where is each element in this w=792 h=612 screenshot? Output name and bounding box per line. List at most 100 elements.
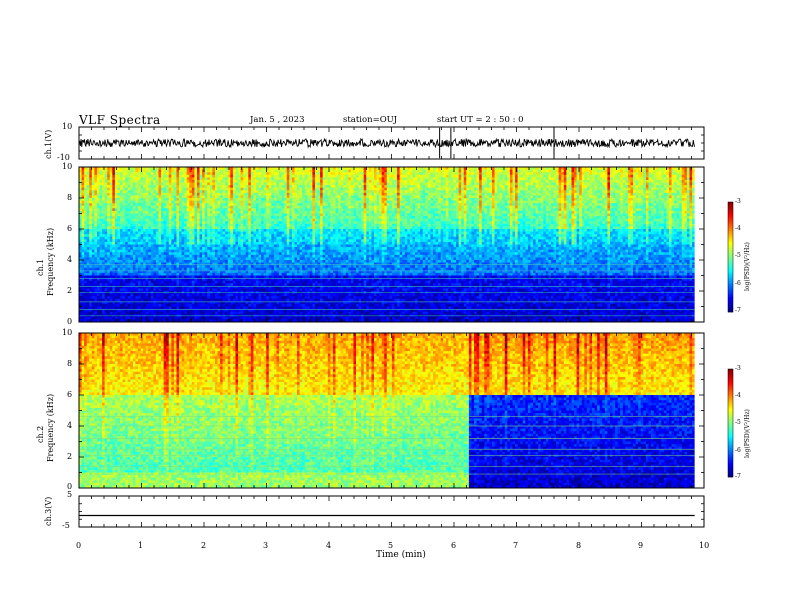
spectrogram-cell [215, 172, 218, 175]
spectrogram-cell [146, 211, 149, 214]
spectrogram-cell [94, 170, 97, 173]
spectrogram-cell [225, 283, 228, 286]
spectrogram-cell [218, 273, 221, 276]
spectrogram-cell [156, 175, 159, 178]
spectrogram-cell [159, 265, 162, 268]
spectrogram-cell [128, 188, 131, 191]
spectrogram-cell [192, 219, 195, 222]
spectrogram-cell [107, 265, 110, 268]
spectrogram-cell [235, 214, 238, 217]
spectrogram-cell [156, 234, 159, 237]
spectrogram-cell [210, 288, 213, 291]
spectrogram-cell [143, 307, 146, 310]
spectrogram-cell [100, 221, 103, 224]
spectrogram-cell [251, 263, 254, 266]
spectrogram-cell [192, 312, 195, 315]
spectrogram-cell [202, 307, 205, 310]
spectrogram-cell [189, 247, 192, 250]
spectrogram-cell [215, 219, 218, 222]
spectrogram-cell [200, 288, 203, 291]
spectrogram-cell [164, 312, 167, 315]
spectrogram-cell [82, 283, 85, 286]
spectrogram-cell [248, 190, 251, 193]
spectrogram-cell [235, 208, 238, 211]
spectrogram-cell [141, 250, 144, 253]
spectrogram-cell [248, 245, 251, 248]
spectrogram-cell [161, 172, 164, 175]
spectrogram-cell [246, 221, 249, 224]
spectrogram-cell [107, 185, 110, 188]
spectrogram-cell [200, 180, 203, 183]
spectrogram-cell [230, 175, 233, 178]
spectrogram-cell [117, 229, 120, 232]
spectrogram-cell [174, 281, 177, 284]
spectrogram-cell [212, 260, 215, 263]
spectrogram-cell [92, 190, 95, 193]
spectrogram-cell [82, 250, 85, 253]
spectrogram-cell [253, 250, 256, 253]
spectrogram-cell [92, 265, 95, 268]
spectrogram-cell [223, 263, 226, 266]
spectrogram-cell [94, 299, 97, 302]
spectrogram-cell [243, 283, 246, 286]
spectrogram-cell [218, 211, 221, 214]
spectrogram-cell [87, 226, 90, 229]
spectrogram-cell [135, 185, 138, 188]
spectrogram-cell [112, 245, 115, 248]
spectrogram-cell [125, 252, 128, 255]
spectrogram-cell [153, 229, 156, 232]
spectrogram-cell [253, 201, 256, 204]
spectrogram-cell [235, 281, 238, 284]
spectrogram-cell [171, 304, 174, 307]
spectrogram-cell [207, 195, 210, 198]
spectrogram-cell [138, 208, 141, 211]
spectrogram-cell [202, 273, 205, 276]
spectrogram-cell [194, 288, 197, 291]
spectrogram-cell [248, 216, 251, 219]
spectrogram-cell [220, 247, 223, 250]
spectrogram-cell [115, 288, 118, 291]
spectrogram-cell [259, 175, 262, 178]
spectrogram-cell [228, 183, 231, 186]
spectrogram-cell [251, 208, 254, 211]
spectrogram-cell [220, 296, 223, 299]
spectrogram-cell [123, 180, 126, 183]
spectrogram-cell [161, 276, 164, 279]
spectrogram-cell [207, 180, 210, 183]
spectrogram-cell [123, 172, 126, 175]
spectrogram-cell [133, 221, 136, 224]
spectrogram-cell [87, 255, 90, 258]
spectrogram-cell [230, 216, 233, 219]
spectrogram-cell [218, 177, 221, 180]
spectrogram-cell [253, 211, 256, 214]
spectrogram-cell [174, 250, 177, 253]
spectrogram-cell [210, 198, 213, 201]
spectrogram-cell [107, 245, 110, 248]
spectrogram-cell [166, 304, 169, 307]
spectrogram-cell [87, 276, 90, 279]
spectrogram-cell [84, 175, 87, 178]
spectrogram-cell [100, 281, 103, 284]
spectrogram-cell [182, 180, 185, 183]
spectrogram-cell [179, 247, 182, 250]
spectrogram-cell [161, 250, 164, 253]
spectrogram-cell [205, 203, 208, 206]
spectrogram-cell [174, 288, 177, 291]
spectrogram-cell [259, 252, 262, 255]
spectrogram-cell [179, 172, 182, 175]
spectrogram-cell [92, 193, 95, 196]
spectrogram-cell [92, 195, 95, 198]
spectrogram-cell [194, 273, 197, 276]
spectrogram-cell [218, 239, 221, 242]
spectrogram-cell [82, 214, 85, 217]
spectrogram-cell [153, 239, 156, 242]
spectrogram-cell [115, 177, 118, 180]
spectrogram-cell [151, 195, 154, 198]
spectrogram-cell [164, 296, 167, 299]
spectrogram-cell [205, 201, 208, 204]
spectrogram-cell [159, 296, 162, 299]
spectrogram-cell [225, 203, 228, 206]
spectrogram-cell [225, 216, 228, 219]
spectrogram-cell [246, 224, 249, 227]
spectrogram-cell [235, 247, 238, 250]
